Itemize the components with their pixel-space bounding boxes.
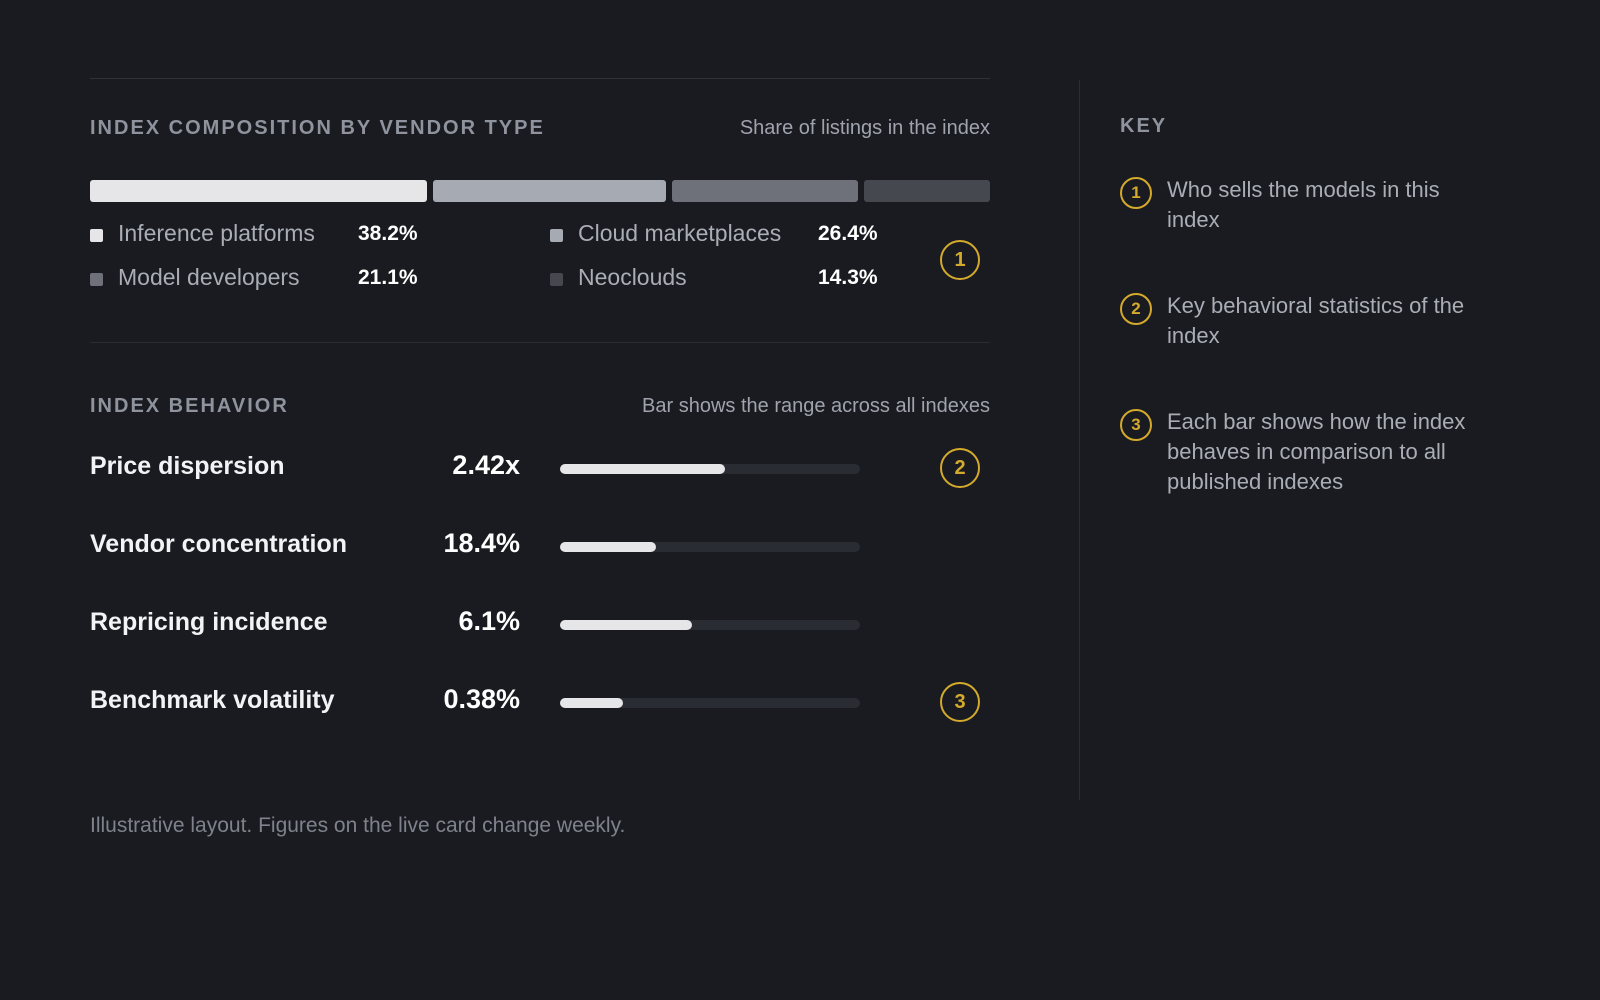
- composition-segment-cloud-marketplaces: [432, 180, 666, 202]
- key-badge: 2: [1120, 293, 1152, 325]
- metric-label: Benchmark volatility: [90, 686, 335, 714]
- composition-segment-neoclouds: [863, 180, 990, 202]
- legend-label: Neoclouds: [578, 264, 687, 290]
- metric-label: Vendor concentration: [90, 530, 347, 558]
- callout-badge-1: 1: [940, 240, 980, 280]
- range-track: [560, 620, 860, 630]
- legend-label: Inference platforms: [118, 220, 315, 246]
- metric-label: Price dispersion: [90, 452, 285, 480]
- key-title: KEY: [1120, 115, 1168, 137]
- behavior-row-repricing-incidence: Repricing incidence 6.1%: [90, 604, 990, 644]
- key-badge: 3: [1120, 409, 1152, 441]
- callout-badge-3: 3: [940, 682, 980, 722]
- footnote: Illustrative layout. Figures on the live…: [90, 814, 626, 837]
- key-badge: 1: [1120, 177, 1152, 209]
- top-divider: [90, 78, 990, 79]
- range-track: [560, 542, 860, 552]
- metric-value: 18.4%: [443, 528, 520, 558]
- metric-value: 2.42x: [452, 450, 520, 480]
- composition-section: INDEX COMPOSITION BY VENDOR TYPE Share o…: [90, 79, 990, 343]
- behavior-rows: Price dispersion 2.42x 2 Vendor concentr…: [90, 448, 990, 768]
- callout-badge-2: 2: [940, 448, 980, 488]
- legend-value: 38.2%: [358, 222, 418, 245]
- legend-value: 21.1%: [358, 266, 418, 289]
- range-fill: [560, 542, 656, 552]
- legend-swatch: [90, 272, 103, 286]
- range-fill: [560, 620, 692, 630]
- legend-item-cloud-marketplaces: Cloud marketplaces: [550, 220, 781, 247]
- legend-swatch: [550, 272, 563, 286]
- index-card: INDEX COMPOSITION BY VENDOR TYPE Share o…: [90, 78, 990, 768]
- legend-item-neoclouds: Neoclouds: [550, 264, 687, 291]
- composition-legend: Inference platforms 38.2% Cloud marketpl…: [90, 220, 990, 320]
- composition-subtitle: Share of listings in the index: [739, 117, 990, 139]
- key-text: Key behavioral statistics of the index: [1167, 293, 1465, 348]
- range-fill: [560, 464, 725, 474]
- key-panel: KEY 1 Who sells the models in this index…: [1120, 115, 1520, 494]
- composition-stacked-bar: [90, 180, 990, 202]
- range-fill: [560, 698, 623, 708]
- legend-value: 26.4%: [818, 222, 878, 245]
- legend-swatch: [90, 228, 103, 242]
- legend-label: Cloud marketplaces: [578, 220, 782, 246]
- vertical-divider: [1079, 80, 1080, 800]
- legend-swatch: [550, 228, 563, 242]
- behavior-section: INDEX BEHAVIOR Bar shows the range acros…: [90, 343, 990, 768]
- metric-value: 6.1%: [458, 606, 520, 636]
- metric-label: Repricing incidence: [90, 608, 328, 636]
- key-text: Each bar shows how the index behaves in …: [1167, 409, 1466, 494]
- behavior-title: INDEX BEHAVIOR: [90, 395, 289, 417]
- legend-item-inference-platforms: Inference platforms: [90, 220, 315, 247]
- range-track: [560, 698, 860, 708]
- metric-value: 0.38%: [443, 684, 520, 714]
- composition-title: INDEX COMPOSITION BY VENDOR TYPE: [90, 117, 545, 139]
- key-text: Who sells the models in this index: [1167, 177, 1440, 232]
- legend-value: 14.3%: [818, 266, 878, 289]
- composition-segment-model-developers: [671, 180, 858, 202]
- behavior-row-price-dispersion: Price dispersion 2.42x 2: [90, 448, 990, 488]
- behavior-row-benchmark-volatility: Benchmark volatility 0.38% 3: [90, 682, 990, 722]
- section-divider: [90, 342, 990, 343]
- behavior-row-vendor-concentration: Vendor concentration 18.4%: [90, 526, 990, 566]
- legend-label: Model developers: [118, 264, 300, 290]
- composition-segment-inference-platforms: [90, 180, 427, 202]
- behavior-subtitle: Bar shows the range across all indexes: [642, 395, 990, 417]
- legend-item-model-developers: Model developers: [90, 264, 300, 291]
- range-track: [560, 464, 860, 474]
